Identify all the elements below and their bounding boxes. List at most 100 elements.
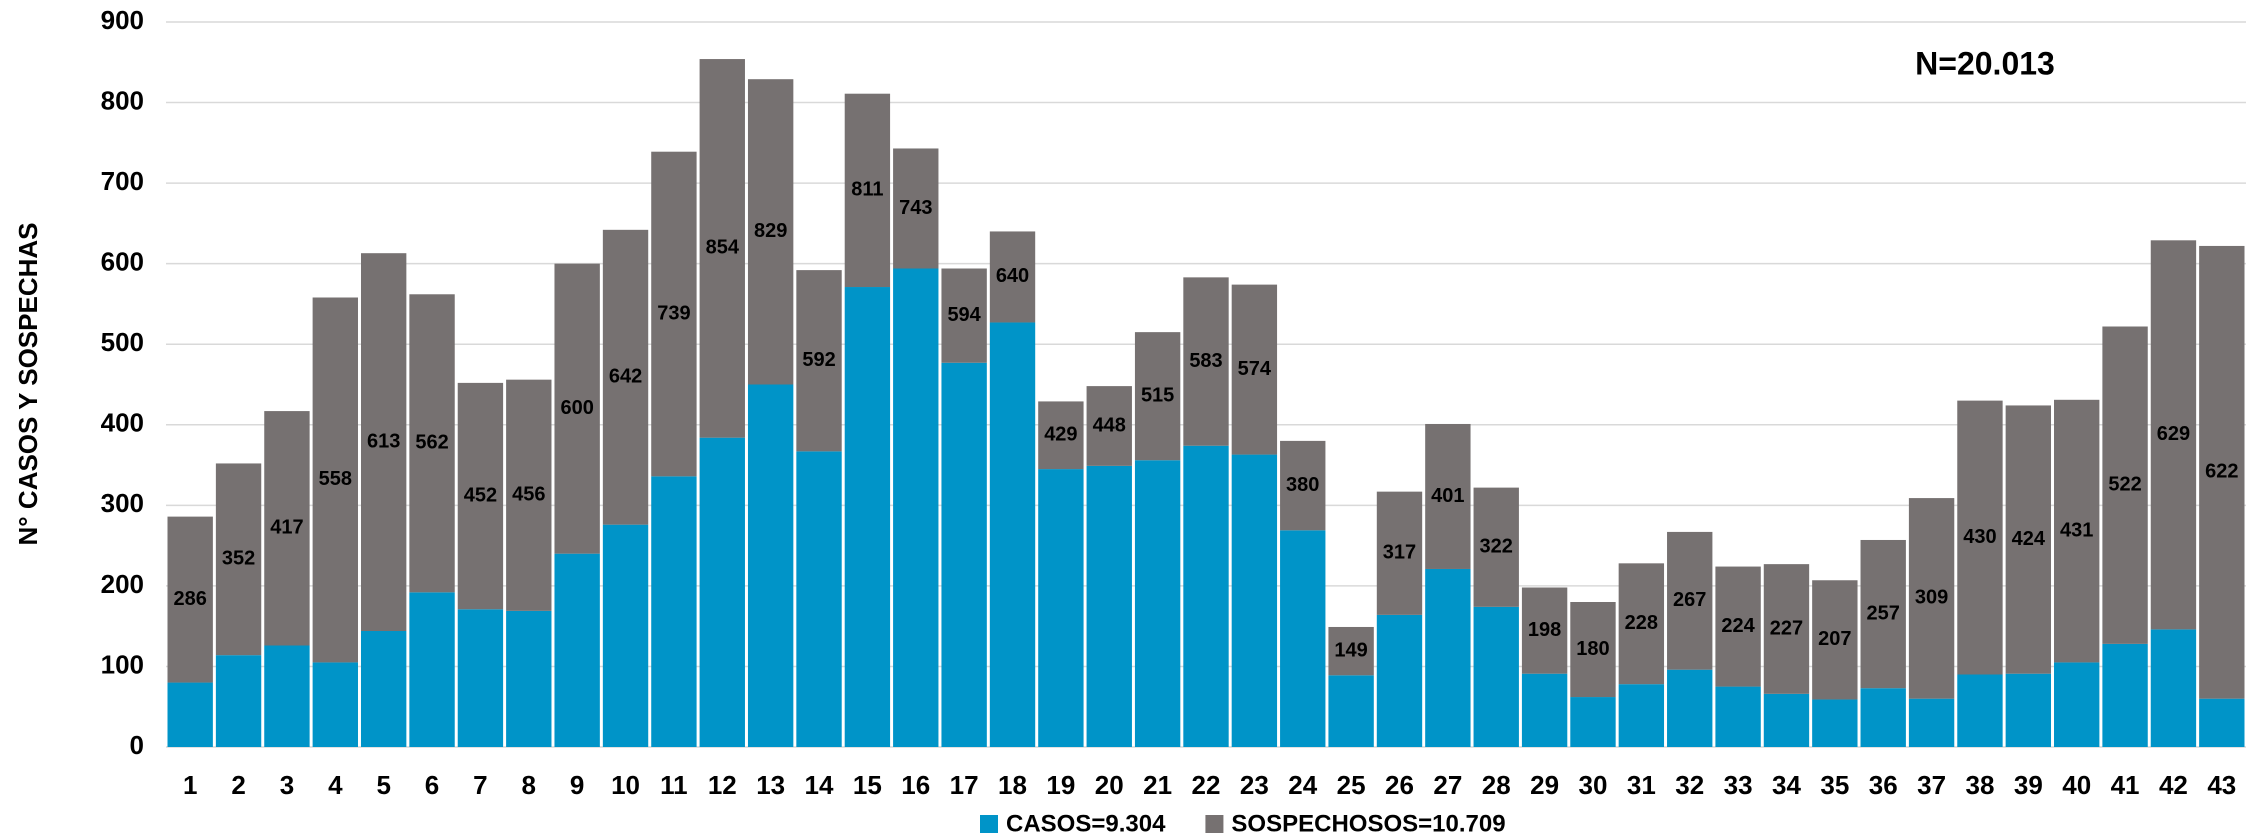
data-label: 600 <box>560 397 593 419</box>
bar-segment <box>941 268 987 363</box>
data-label: 228 <box>1625 612 1658 634</box>
data-label: 811 <box>851 179 883 201</box>
data-label: 574 <box>1238 358 1272 380</box>
x-tick-label: 42 <box>2159 770 2188 800</box>
bar-segment <box>2005 673 2052 747</box>
bar-segment <box>409 294 455 593</box>
y-tick-label: 600 <box>101 247 144 277</box>
bar-segment <box>1183 445 1229 747</box>
bar-segment <box>2150 629 2197 747</box>
bar-segment <box>1570 602 1616 698</box>
bar-segment <box>215 655 262 747</box>
data-label: 613 <box>367 430 400 452</box>
x-tick-label: 16 <box>901 770 930 800</box>
bar-segment <box>1763 564 1810 694</box>
bar-segment <box>1328 675 1374 747</box>
data-label: 456 <box>512 484 545 506</box>
bar-segment <box>941 362 987 747</box>
data-label: 431 <box>2060 519 2093 541</box>
bar-segment <box>1231 454 1278 747</box>
bar-segment <box>167 516 213 683</box>
data-label: 583 <box>1189 350 1222 372</box>
x-tick-label: 24 <box>1288 770 1317 800</box>
y-tick-label: 0 <box>130 730 144 760</box>
bar-segment <box>796 451 842 747</box>
bar-segment <box>1328 626 1374 676</box>
y-tick-label: 700 <box>101 166 144 196</box>
data-label: 401 <box>1431 485 1464 507</box>
x-tick-label: 25 <box>1337 770 1366 800</box>
bar-segment <box>1425 423 1471 569</box>
x-tick-label: 37 <box>1917 770 1946 800</box>
bar-segment <box>2199 245 2245 699</box>
data-label: 743 <box>899 197 932 219</box>
x-tick-label: 12 <box>708 770 737 800</box>
x-tick-label: 6 <box>425 770 439 800</box>
data-label: 829 <box>754 220 787 242</box>
bar-segment <box>1860 539 1906 689</box>
data-label: 380 <box>1286 474 1319 496</box>
data-label: 430 <box>1963 526 1996 548</box>
bar-segment <box>1280 530 1326 747</box>
bar-segment <box>602 229 649 525</box>
bar-segment <box>1667 531 1713 670</box>
x-tick-label: 19 <box>1046 770 1075 800</box>
data-label: 629 <box>2157 423 2190 445</box>
bar-segment <box>1473 606 1519 747</box>
bar-segment <box>2005 405 2052 674</box>
x-tick-label: 23 <box>1240 770 1269 800</box>
legend-label: SOSPECHOSOS=10.709 <box>1231 810 1505 837</box>
data-label: 424 <box>2012 528 2046 550</box>
x-tick-label: 13 <box>756 770 785 800</box>
data-label: 592 <box>802 349 835 371</box>
data-label: 267 <box>1673 589 1706 611</box>
bar-segment <box>1086 465 1132 747</box>
bar-segment <box>1763 693 1810 747</box>
bar-segment <box>1570 697 1616 747</box>
bar-segment <box>651 151 697 477</box>
data-label: 352 <box>222 548 255 570</box>
bar-segment <box>1376 491 1423 615</box>
bar-segment <box>215 463 262 656</box>
legend-swatch <box>980 815 998 833</box>
bar-segment <box>1473 487 1519 607</box>
bar-segment <box>1618 684 1665 747</box>
bar-segment <box>2102 643 2148 747</box>
x-tick-label: 39 <box>2014 770 2043 800</box>
data-label: 224 <box>1721 615 1755 637</box>
bar-segment <box>1183 277 1229 446</box>
bar-segment <box>1715 566 1761 687</box>
bar-segment <box>360 631 407 747</box>
x-tick-label: 8 <box>522 770 536 800</box>
bar-segment <box>1376 614 1423 747</box>
x-tick-label: 35 <box>1820 770 1849 800</box>
data-label: 640 <box>996 265 1029 287</box>
annotation: N=20.013 <box>1915 45 2055 81</box>
bar-segment <box>1812 699 1858 747</box>
data-label: 198 <box>1528 619 1561 641</box>
x-tick-label: 29 <box>1530 770 1559 800</box>
x-tick-label: 1 <box>183 770 197 800</box>
legend-swatch <box>1205 815 1224 833</box>
data-label: 309 <box>1915 587 1948 609</box>
x-tick-label: 26 <box>1385 770 1414 800</box>
data-label: 522 <box>2108 473 2141 495</box>
data-label: 149 <box>1334 639 1367 661</box>
data-label: 642 <box>609 366 642 388</box>
x-tick-label: 7 <box>473 770 487 800</box>
x-tick-label: 27 <box>1433 770 1462 800</box>
bar-segment <box>602 524 649 747</box>
bar-segment <box>1038 401 1084 470</box>
bar-segment <box>457 609 504 747</box>
bar-segment <box>1521 587 1568 674</box>
bar-segment <box>1618 563 1665 685</box>
bar-segment <box>2150 240 2197 630</box>
bar-segment <box>1521 673 1568 747</box>
bar-segment <box>554 553 600 747</box>
data-label: 207 <box>1818 628 1851 650</box>
data-label: 452 <box>464 484 497 506</box>
data-label: 515 <box>1141 384 1174 406</box>
x-tick-label: 33 <box>1724 770 1753 800</box>
bar-segment <box>844 93 891 288</box>
bar-segment <box>312 662 358 747</box>
